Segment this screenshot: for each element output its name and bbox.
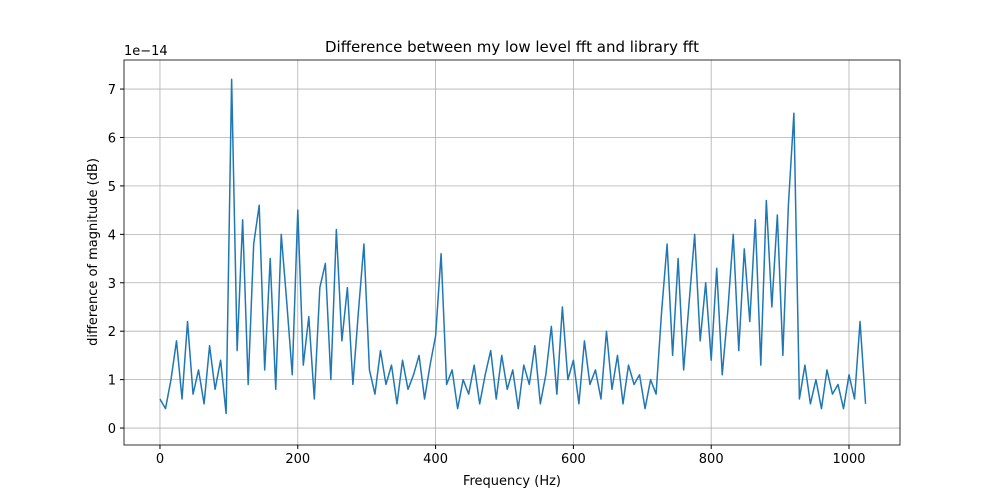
y-tick-label: 2 (108, 325, 116, 340)
y-tick-label: 7 (108, 83, 116, 98)
chart-title: Difference between my low level fft and … (325, 38, 699, 56)
x-axis-label: Frequency (Hz) (463, 474, 561, 489)
y-tick-label: 0 (108, 422, 116, 437)
y-offset-text: 1e−14 (124, 44, 168, 59)
x-tick-label: 1000 (832, 452, 865, 467)
y-tick-label: 1 (108, 374, 116, 389)
y-tick-label: 6 (108, 131, 116, 146)
x-tick-label: 600 (561, 452, 586, 467)
y-tick-label: 3 (108, 277, 116, 292)
y-tick-label: 4 (108, 228, 116, 243)
x-tick-label: 200 (285, 452, 310, 467)
x-tick-label: 400 (423, 452, 448, 467)
y-axis-label: difference of magnitude (dB) (86, 158, 101, 346)
x-tick-label: 0 (156, 452, 164, 467)
x-tick-label: 800 (699, 452, 724, 467)
plot-frame (123, 59, 901, 446)
data-line (159, 78, 867, 415)
y-tick-label: 5 (108, 180, 116, 195)
